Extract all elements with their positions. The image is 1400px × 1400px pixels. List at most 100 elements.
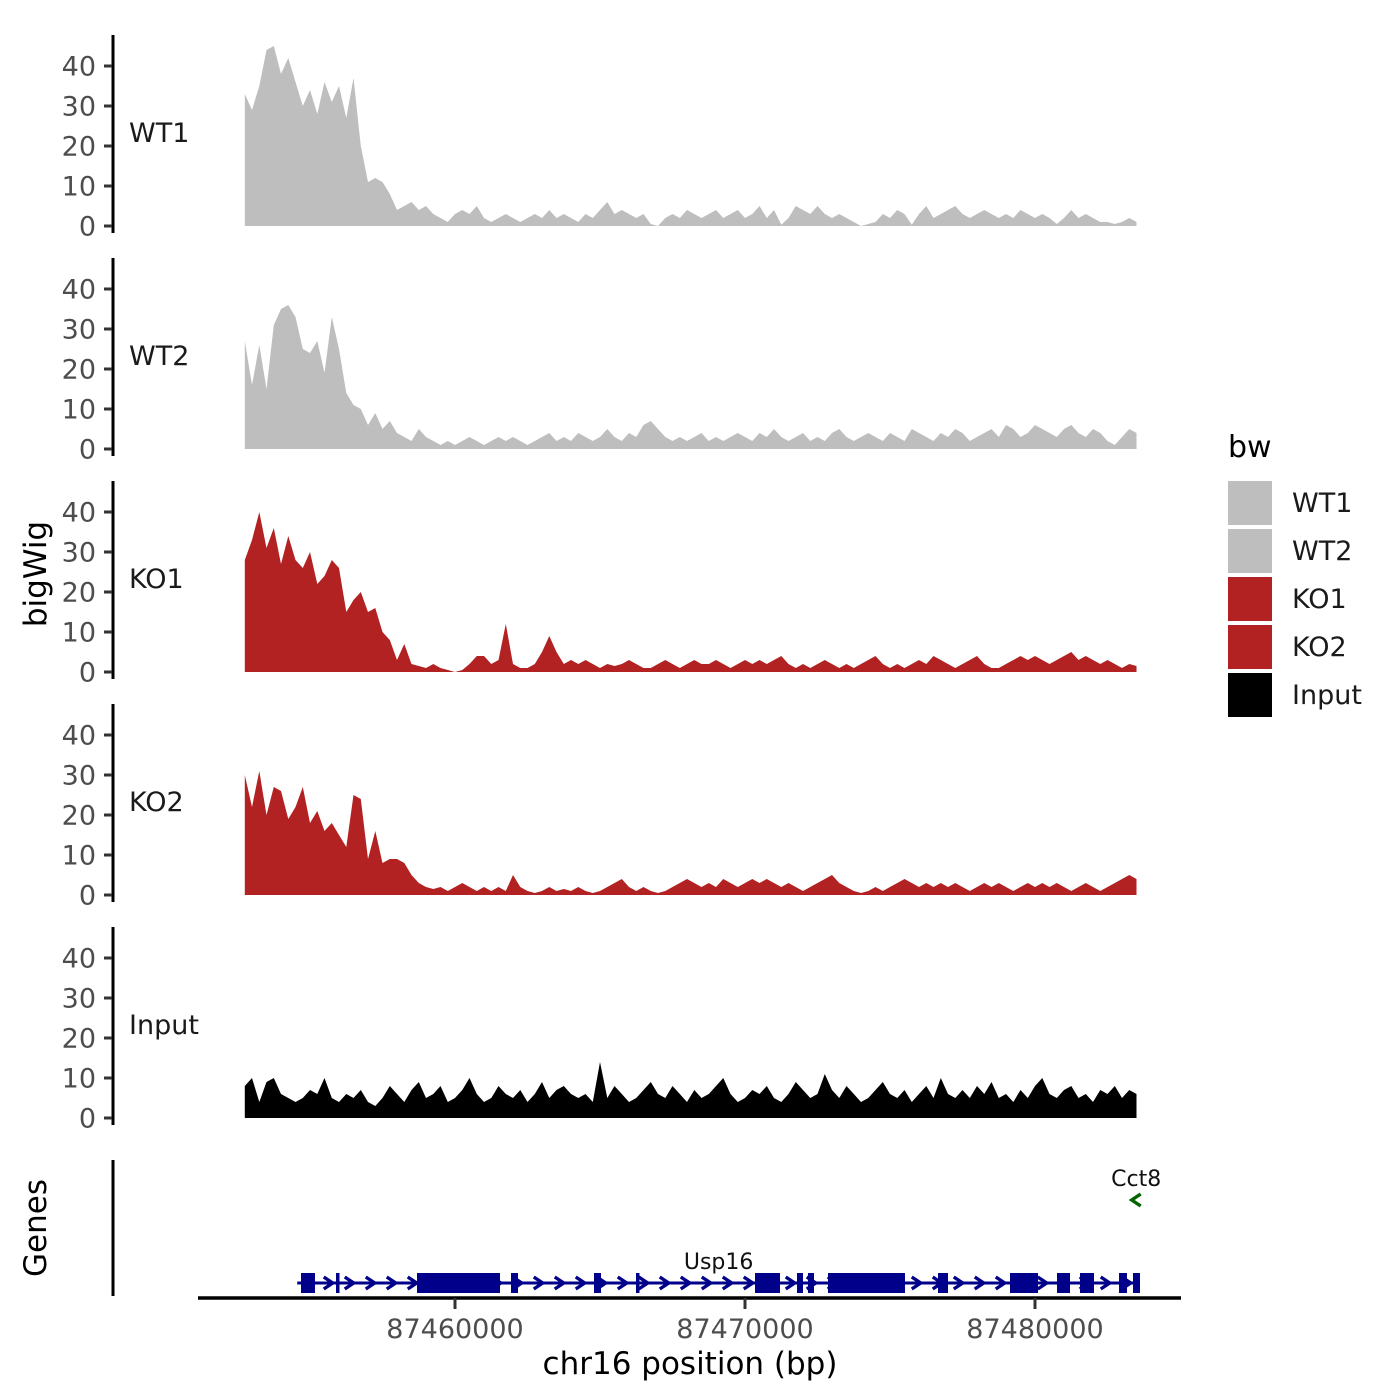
y-tick-label: 10 bbox=[62, 1064, 96, 1095]
y-tick-label: 0 bbox=[79, 435, 96, 466]
strand-arrow-icon bbox=[1099, 1275, 1113, 1291]
y-tick-label: 40 bbox=[62, 275, 96, 306]
exon-box bbox=[593, 1273, 601, 1293]
track-WT1: 0 10 20 30 40 WT1 bbox=[62, 35, 1137, 243]
track-KO1: 0 10 20 30 40 KO1 bbox=[62, 481, 1137, 689]
legend-swatch-input bbox=[1228, 673, 1272, 717]
exon-box bbox=[827, 1273, 905, 1293]
track-label-wt2: WT2 bbox=[129, 341, 189, 372]
exon-box bbox=[510, 1273, 518, 1293]
strand-arrow-icon bbox=[1128, 1192, 1142, 1208]
legend-label-wt1: WT1 bbox=[1292, 487, 1353, 519]
legend-item-wt1: WT1 bbox=[1228, 481, 1362, 525]
track-label-wt1: WT1 bbox=[129, 118, 189, 149]
y-tick-label: 30 bbox=[62, 315, 96, 346]
y-tick-label: 10 bbox=[62, 172, 96, 203]
strand-arrow-icon bbox=[679, 1275, 693, 1291]
y-tick-label: 40 bbox=[62, 944, 96, 975]
exon-box bbox=[1119, 1273, 1127, 1293]
legend-label-ko1: KO1 bbox=[1292, 583, 1347, 615]
y-tick-label: 40 bbox=[62, 721, 96, 752]
y-tick-label: 30 bbox=[62, 761, 96, 792]
x-tick-label: 87470000 bbox=[676, 1314, 813, 1345]
exon-box bbox=[807, 1273, 814, 1293]
exon-box bbox=[301, 1273, 315, 1293]
strand-arrow-icon bbox=[742, 1275, 756, 1291]
strand-arrow-icon bbox=[1036, 1275, 1050, 1291]
exon-box bbox=[1057, 1273, 1071, 1293]
coverage-area-wt1 bbox=[244, 46, 1137, 226]
exon-box bbox=[937, 1273, 948, 1293]
exon-box bbox=[796, 1273, 803, 1293]
strand-arrow-icon bbox=[637, 1275, 651, 1291]
legend-label-wt2: WT2 bbox=[1292, 535, 1353, 567]
y-tick-label: 30 bbox=[62, 538, 96, 569]
coverage-area-ko2 bbox=[244, 771, 1137, 895]
strand-arrow-icon bbox=[574, 1275, 588, 1291]
y-tick-label: 10 bbox=[62, 841, 96, 872]
exon-box bbox=[417, 1273, 501, 1293]
y-tick-label: 0 bbox=[79, 212, 96, 243]
x-tick-label: 87480000 bbox=[966, 1314, 1103, 1345]
y-axis-title: bigWig bbox=[18, 520, 54, 628]
legend-item-ko2: KO2 bbox=[1228, 625, 1362, 669]
strand-arrow-icon bbox=[364, 1275, 378, 1291]
legend-label-ko2: KO2 bbox=[1292, 631, 1347, 663]
track-KO2: 0 10 20 30 40 KO2 bbox=[62, 704, 1137, 912]
legend-label-input: Input bbox=[1292, 679, 1362, 711]
strand-arrow-icon bbox=[322, 1275, 336, 1291]
y-tick-label: 0 bbox=[79, 881, 96, 912]
y-tick-label: 40 bbox=[62, 52, 96, 83]
exon-box bbox=[1132, 1273, 1140, 1293]
strand-arrow-icon bbox=[973, 1275, 987, 1291]
track-Input: 0 10 20 30 40 Input bbox=[62, 927, 1137, 1135]
strand-arrow-icon bbox=[910, 1275, 924, 1291]
exon-box bbox=[336, 1273, 340, 1293]
strand-arrow-icon bbox=[343, 1275, 357, 1291]
coverage-area-input bbox=[244, 1062, 1137, 1118]
legend-swatch-ko1 bbox=[1228, 577, 1272, 621]
strand-arrow-icon bbox=[784, 1275, 798, 1291]
track-label-ko2: KO2 bbox=[129, 787, 184, 818]
strand-arrow-icon bbox=[721, 1275, 735, 1291]
strand-arrow-icon bbox=[385, 1275, 399, 1291]
legend-item-ko1: KO1 bbox=[1228, 577, 1362, 621]
x-tick-label: 87460000 bbox=[386, 1314, 523, 1345]
legend-swatch-wt2 bbox=[1228, 529, 1272, 573]
strand-arrow-icon bbox=[994, 1275, 1008, 1291]
y-tick-label: 20 bbox=[62, 578, 96, 609]
strand-arrow-icon bbox=[616, 1275, 630, 1291]
strand-arrow-icon bbox=[553, 1275, 567, 1291]
y-tick-label: 20 bbox=[62, 132, 96, 163]
strand-arrow-icon bbox=[952, 1275, 966, 1291]
y-tick-label: 20 bbox=[62, 1024, 96, 1055]
exon-box bbox=[1010, 1273, 1038, 1293]
y-tick-label: 30 bbox=[62, 984, 96, 1015]
strand-arrow-icon bbox=[406, 1275, 420, 1291]
strand-arrow-icon bbox=[658, 1275, 672, 1291]
exon-box bbox=[635, 1273, 640, 1293]
legend-swatch-wt1 bbox=[1228, 481, 1272, 525]
gene-usp16: Usp16 bbox=[297, 1250, 1140, 1293]
exon-box bbox=[755, 1273, 781, 1293]
y-tick-label: 20 bbox=[62, 801, 96, 832]
y-tick-label: 20 bbox=[62, 355, 96, 386]
track-WT2: 0 10 20 30 40 WT2 bbox=[62, 258, 1137, 466]
gene-label-cct8: Cct8 bbox=[1111, 1167, 1161, 1192]
legend: bw WT1 WT2 KO1 KO2 Input bbox=[1228, 430, 1362, 721]
legend-item-input: Input bbox=[1228, 673, 1362, 717]
y-tick-label: 10 bbox=[62, 618, 96, 649]
legend-swatch-ko2 bbox=[1228, 625, 1272, 669]
track-label-ko1: KO1 bbox=[129, 564, 184, 595]
strand-arrow-icon bbox=[700, 1275, 714, 1291]
y-tick-label: 10 bbox=[62, 395, 96, 426]
y-tick-label: 0 bbox=[79, 1104, 96, 1135]
y-tick-label: 40 bbox=[62, 498, 96, 529]
gene-cct8: Cct8 bbox=[1111, 1167, 1161, 1208]
coverage-area-wt2 bbox=[244, 305, 1137, 449]
coverage-area-ko1 bbox=[244, 512, 1137, 672]
legend-title: bw bbox=[1228, 430, 1272, 465]
legend-item-wt2: WT2 bbox=[1228, 529, 1362, 573]
exon-box bbox=[1080, 1273, 1094, 1293]
